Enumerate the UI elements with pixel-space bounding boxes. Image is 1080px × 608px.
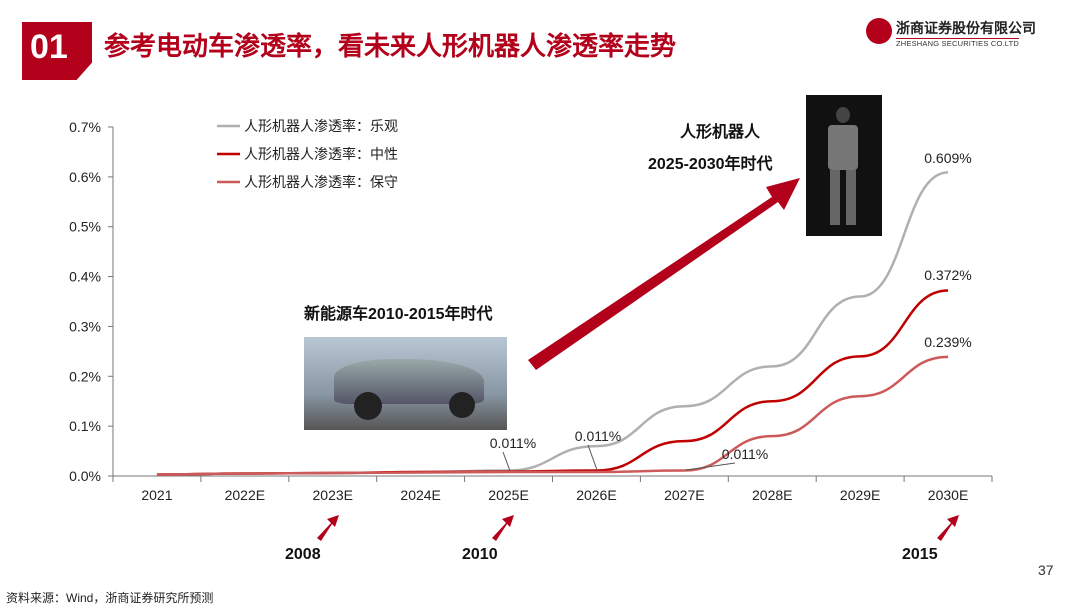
source-note: 资料来源：Wind，浙商证券研究所预测 <box>6 591 214 605</box>
legend-label: 人形机器人渗透率：保守 <box>244 174 398 190</box>
data-label: 0.011% <box>575 428 621 444</box>
x-tick-label: 2025E <box>488 487 528 503</box>
x-tick-label: 2027E <box>664 487 704 503</box>
y-tick-label: 0.6% <box>69 169 101 185</box>
small-arrow-icon <box>937 515 959 541</box>
x-tick-label: 2026E <box>576 487 616 503</box>
trend-arrow-icon <box>528 178 800 370</box>
year-2010-label: 2010 <box>462 546 498 563</box>
y-tick-label: 0.4% <box>69 269 101 285</box>
series-line <box>156 355 949 476</box>
page-number: 37 <box>1038 562 1054 578</box>
robot-era-label-2: 2025-2030年时代 <box>648 156 773 173</box>
small-arrow-icon <box>492 515 514 541</box>
y-tick-label: 0.5% <box>69 219 101 235</box>
y-tick-label: 0.0% <box>69 468 101 484</box>
data-label: 0.372% <box>924 267 971 283</box>
x-tick-label: 2021 <box>141 487 172 503</box>
x-tick-label: 2023E <box>313 487 353 503</box>
company-logo: 浙商证券股份有限公司 ZHESHANG SECURITIES CO.LTD <box>866 18 1056 50</box>
robot-photo <box>806 95 882 236</box>
small-arrow-icon <box>317 515 339 541</box>
year-2015-label: 2015 <box>902 546 938 563</box>
leader-line <box>587 444 598 471</box>
logo-emblem-icon <box>866 18 892 44</box>
car-photo <box>304 337 507 430</box>
data-label: 0.609% <box>924 150 971 166</box>
slide-title: 参考电动车渗透率，看未来人形机器人渗透率走势 <box>104 31 677 61</box>
leader-line <box>685 462 736 471</box>
data-label: 0.011% <box>722 446 768 462</box>
logo-cn: 浙商证券股份有限公司 <box>896 20 1036 36</box>
big-arrow <box>528 178 800 370</box>
y-tick-label: 0.7% <box>69 119 101 135</box>
x-tick-label: 2022E <box>225 487 265 503</box>
y-tick-label: 0.2% <box>69 368 101 384</box>
series-line <box>156 289 949 476</box>
legend-label: 人形机器人渗透率：中性 <box>244 146 398 162</box>
x-tick-label: 2029E <box>840 487 880 503</box>
robot-era-label-1: 人形机器人 <box>680 124 761 141</box>
x-tick-label: 2030E <box>928 487 968 503</box>
data-label: 0.011% <box>490 435 536 451</box>
ev-era-label: 新能源车2010-2015年时代 <box>304 306 493 323</box>
data-label: 0.239% <box>924 334 971 350</box>
y-tick-label: 0.1% <box>69 418 101 434</box>
leader-line <box>502 451 511 472</box>
y-tick-label: 0.3% <box>69 318 101 334</box>
year-2008-label: 2008 <box>285 546 321 563</box>
x-tick-label: 2024E <box>400 487 440 503</box>
section-number: 01 <box>22 22 92 80</box>
x-tick-label: 2028E <box>752 487 792 503</box>
logo-en: ZHESHANG SECURITIES CO.LTD <box>896 38 1019 48</box>
legend-label: 人形机器人渗透率：乐观 <box>244 118 398 134</box>
